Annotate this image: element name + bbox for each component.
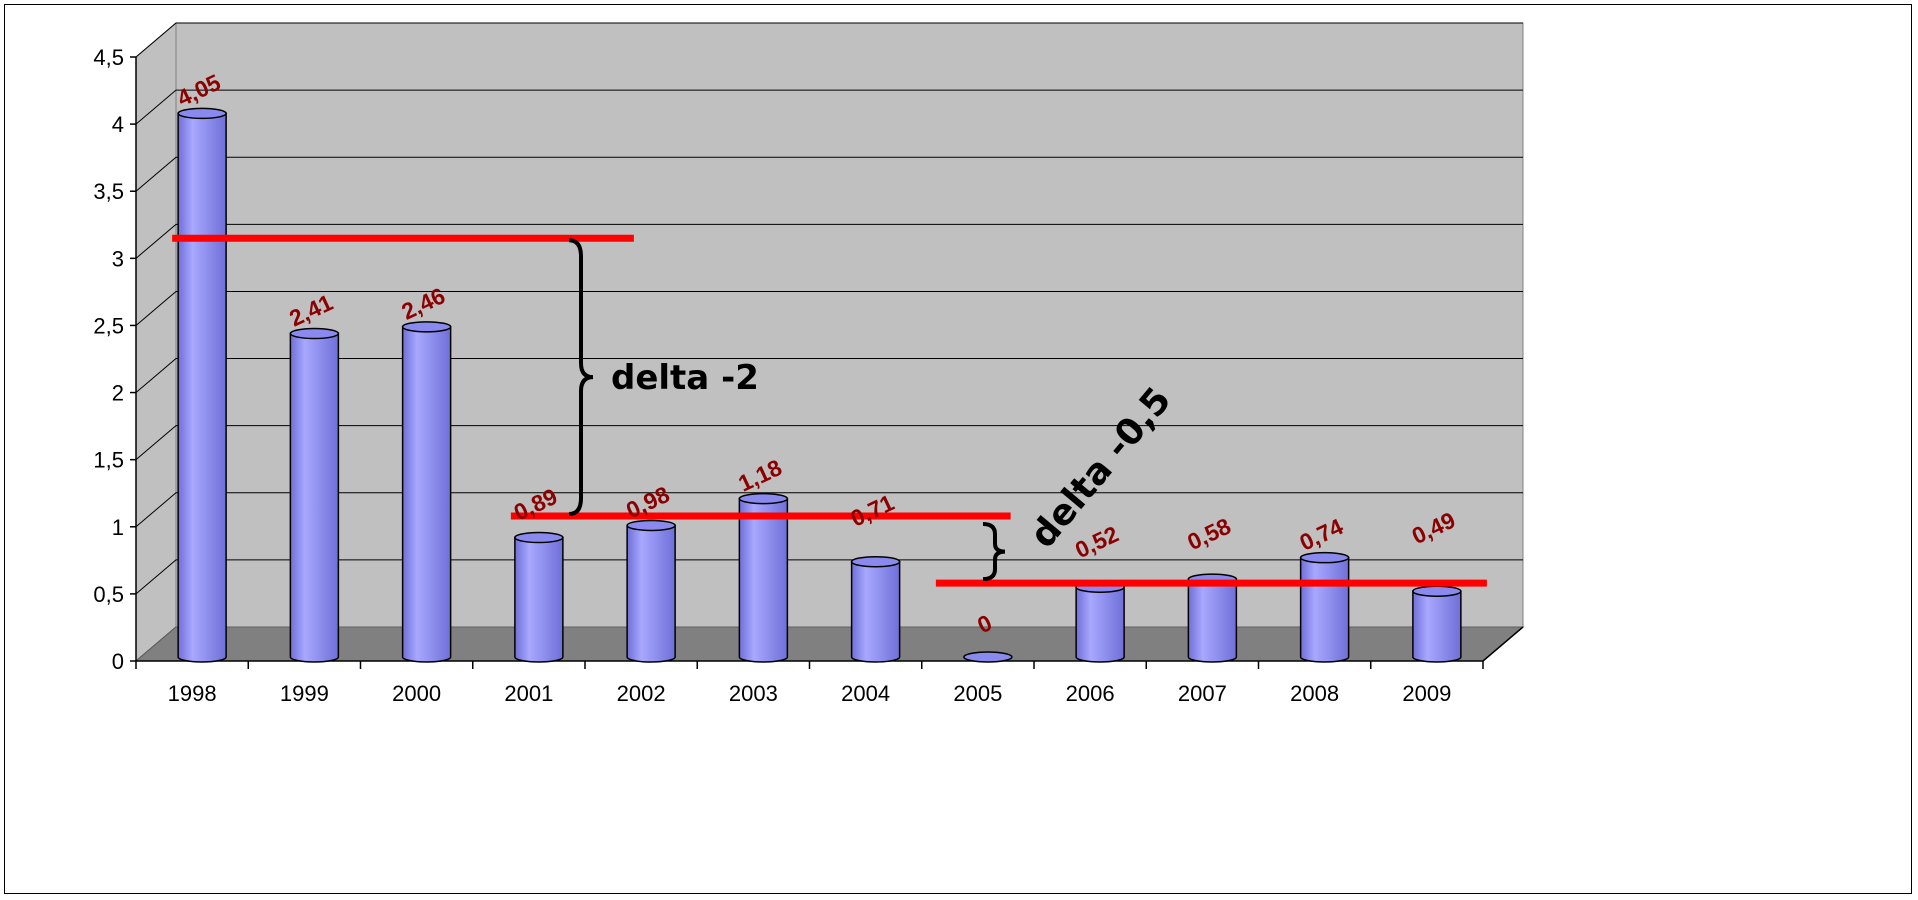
y-tick-label: 1: [112, 515, 124, 540]
x-tick-label: 2003: [729, 681, 778, 706]
bar-body: [850, 560, 901, 663]
bar-2008: [1299, 551, 1350, 663]
bar-2009: [1412, 585, 1462, 663]
bar-top: [289, 327, 340, 340]
bar-top: [1412, 585, 1462, 597]
x-axis-depth: [1482, 626, 1524, 662]
gridline: [135, 358, 1523, 393]
y-tick-label: 3,5: [93, 179, 124, 204]
brace-delta-0-5: [982, 522, 1006, 582]
bar-2006: [1075, 581, 1125, 663]
annotation-delta-2: delta -2: [611, 358, 759, 398]
bar-2007: [1187, 573, 1238, 663]
gridline: [135, 290, 1523, 326]
bar-2000: [401, 321, 452, 663]
x-tick-label: 2001: [504, 681, 553, 706]
x-tick-label: 2002: [617, 681, 666, 706]
x-tick-label: 1999: [280, 681, 329, 706]
y-tick-label: 2,5: [93, 313, 124, 338]
bar-2002: [626, 519, 676, 663]
bar-body: [1299, 556, 1350, 663]
gridline: [135, 559, 1523, 595]
y-tick-label: 4: [112, 112, 124, 137]
y-tick-label: 1,5: [93, 448, 124, 473]
x-tick-label: 2004: [841, 681, 890, 706]
bar-top: [514, 531, 564, 544]
y-tick-label: 0,5: [93, 582, 124, 607]
x-tick-label: 2008: [1290, 681, 1339, 706]
bar-body: [514, 536, 564, 663]
y-tick-label: 0: [112, 649, 124, 674]
bar-2001: [514, 531, 564, 663]
tick-labels: 0 0,5 1 1,5 2 2,5 3 3,5 4 4,5 1998 1999 2000 2001 2002…: [93, 45, 1451, 706]
gridline: [135, 89, 1523, 125]
x-tick-label: 2005: [953, 681, 1002, 706]
bar-top: [963, 651, 1013, 663]
bar-top: [177, 107, 227, 120]
bar-body: [401, 326, 452, 663]
gridline: [135, 492, 1523, 528]
bar-body: [1075, 586, 1125, 663]
chart-background: [135, 21, 1524, 663]
y-tick-label: 3: [112, 246, 124, 271]
bar-body: [177, 112, 227, 663]
bar-top: [401, 321, 452, 333]
x-tick-label: 2000: [392, 681, 441, 706]
bar-1999: [289, 327, 340, 663]
bar-body: [626, 524, 676, 663]
x-tick-label: 1998: [168, 681, 217, 706]
bar-2005: [963, 651, 1013, 663]
bar-top: [738, 492, 789, 505]
back-wall: [175, 22, 1524, 628]
gridline: [135, 223, 1523, 259]
bar-body: [289, 332, 340, 663]
gridlines: [135, 22, 1523, 662]
bar-body: [1187, 578, 1238, 663]
y-tick-label: 4,5: [93, 45, 124, 70]
x-tick-label: 2009: [1402, 681, 1451, 706]
bar-top: [850, 555, 901, 568]
bar-1998: [177, 107, 227, 663]
bar-top: [626, 519, 676, 532]
axes: [130, 56, 1524, 669]
gridline: [135, 156, 1523, 192]
brace-delta-2: [568, 238, 594, 517]
bar-2003: [738, 492, 789, 663]
y-tick-label: 2: [112, 381, 124, 406]
gridline: [135, 22, 1523, 58]
gridline: [135, 425, 1523, 461]
bar-body: [738, 497, 789, 663]
reference-lines: [172, 234, 1487, 587]
bar-2004: [850, 555, 901, 663]
x-tick-label: 2006: [1066, 681, 1115, 706]
chart-frame: 4,05 2,41 2,46 0,89 0,98 1,18 0,71 0 0,52 0,58 0,7…: [4, 4, 1912, 894]
x-tick-label: 2007: [1178, 681, 1227, 706]
bar-top: [1299, 551, 1350, 564]
bar-body: [1412, 590, 1462, 663]
